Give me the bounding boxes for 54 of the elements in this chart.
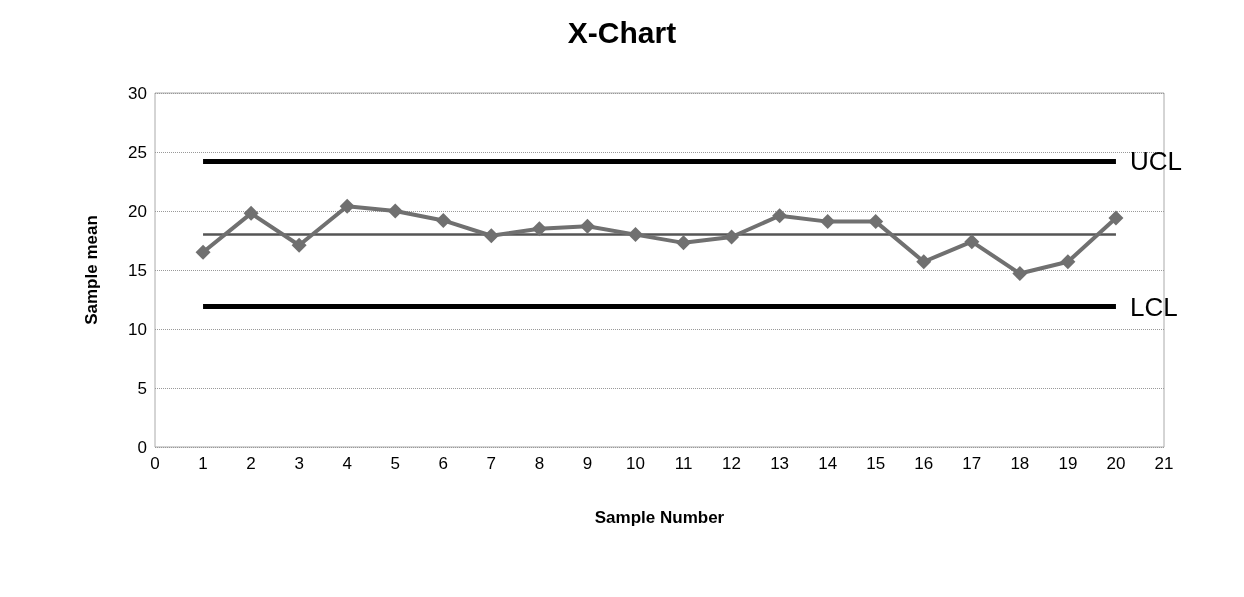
point	[243, 205, 259, 221]
y-tick-label: 15	[128, 260, 147, 280]
point	[291, 237, 307, 253]
x-tick-label: 11	[674, 454, 693, 473]
x-tick-label: 17	[962, 454, 982, 473]
point	[1108, 210, 1124, 226]
x-tick-label: 1	[198, 454, 208, 473]
x-tick-label: 16	[914, 454, 934, 473]
point	[387, 203, 403, 219]
point	[1012, 266, 1028, 282]
point	[627, 227, 643, 243]
x-tick-label: 13	[770, 454, 790, 473]
x-tick-label: 14	[818, 454, 838, 473]
x-tick-label: 10	[626, 454, 645, 473]
y-axis-title: Sample mean	[82, 215, 101, 325]
ref-line-label: LCL	[1129, 291, 1178, 322]
point	[483, 228, 499, 244]
x-tick-label: 20	[1106, 454, 1126, 473]
y-tick-label: 5	[137, 378, 147, 398]
point	[724, 229, 740, 245]
point	[676, 235, 692, 251]
point	[1060, 254, 1076, 270]
point	[531, 221, 547, 237]
x-tick-label: 0	[150, 454, 160, 473]
point	[772, 208, 788, 224]
point	[435, 212, 451, 228]
y-tick-label: 30	[128, 83, 147, 103]
x-tick-label: 2	[246, 454, 256, 473]
point	[195, 244, 211, 260]
y-tick-label: 25	[128, 142, 147, 162]
y-tick-label: 0	[137, 437, 147, 457]
x-tick-label: 18	[1010, 454, 1030, 473]
x-tick-label: 7	[486, 454, 497, 473]
y-tick-label: 20	[128, 201, 147, 221]
x-tick-label: 6	[438, 454, 449, 473]
point	[579, 218, 595, 234]
point	[916, 254, 932, 270]
x-tick-label: 21	[1154, 454, 1174, 473]
x-tick-label: 12	[722, 454, 742, 473]
x-tick-label: 4	[342, 454, 352, 473]
x-tick-label: 9	[582, 454, 593, 473]
point	[339, 198, 355, 214]
x-tick-label: 5	[390, 454, 400, 473]
point	[868, 214, 884, 230]
y-tick-label: 10	[128, 319, 147, 339]
x-tick-label: 15	[866, 454, 886, 473]
ref-line-label: UCL	[1129, 146, 1182, 177]
point	[820, 214, 836, 230]
x-tick-label: 3	[294, 454, 304, 473]
x-axis-title: Sample Number	[594, 508, 725, 527]
x-tick-label: 8	[534, 454, 545, 473]
point	[964, 234, 980, 250]
chart-title: X-Chart	[567, 15, 677, 49]
x-tick-label: 19	[1058, 454, 1078, 473]
